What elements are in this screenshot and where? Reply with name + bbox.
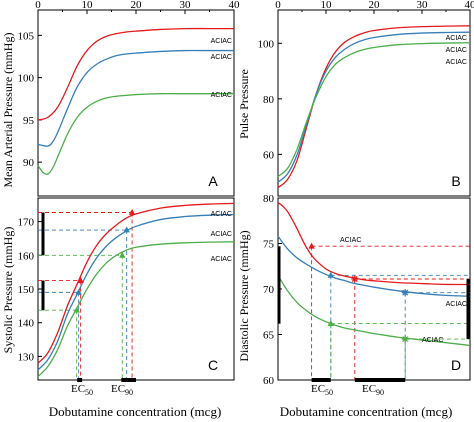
panel-a-legend-blue: ACIAC: [211, 54, 232, 61]
panel-a-xtick-label: 0: [35, 0, 41, 11]
panel-a-series-red: [37, 27, 234, 121]
panel-a-ytick-label: 105: [18, 30, 35, 42]
panel-c-ec90-label: EC90: [111, 383, 133, 397]
panel-c-ytick-label: 130: [18, 351, 35, 363]
panel-b-letter: B: [451, 173, 460, 189]
panel-c-marker-blue: [75, 288, 82, 295]
panel-d-marker-green: [327, 319, 334, 326]
x-axis-label-right: Dobutamine concentration (mcg): [280, 404, 453, 419]
panel-a: Mean Arterial Pressure (mmHg) 9095100105…: [1, 0, 241, 197]
panel-d-legend-red: ACIAC: [340, 237, 361, 244]
panel-b-series-red: [277, 25, 471, 189]
panel-c-marker-green: [73, 306, 80, 313]
panel-c-legend-green: ACIAC: [211, 256, 232, 263]
panel-d-series-red: [277, 202, 471, 286]
panel-d-letter: D: [451, 357, 461, 373]
panel-c-marker-blue: [123, 226, 130, 233]
panel-d-marker-blue: [327, 271, 334, 278]
panel-a-legend-green: ACIAC: [211, 92, 232, 99]
panel-c-ytick-label: 150: [18, 284, 35, 296]
panel-c-plot: 130 140 150 160 170: [18, 197, 235, 382]
panel-c-marker-red: [128, 208, 136, 215]
panel-c-series-blue: [37, 213, 235, 371]
panel-c-series-green: [37, 241, 235, 378]
panel-d-ec90-label: EC90: [362, 383, 384, 397]
panel-c-letter: C: [208, 357, 218, 373]
panel-b-series-green: [277, 42, 471, 178]
panel-b-legend-red: ACIAC: [446, 35, 467, 42]
panel-d-marker-green: [401, 335, 409, 343]
panel-d: Diastolic Pressure (mmHg) 60 65 70 75 80 D A…: [237, 193, 471, 397]
panel-b-xtick-label: 20: [369, 0, 381, 11]
panel-b-ytick-label: 80: [263, 94, 275, 106]
panel-d-ytick-label: 60: [263, 375, 275, 387]
panel-c-ec50-label: EC50: [71, 383, 93, 397]
panel-a-ytick-label: 95: [23, 115, 35, 127]
panel-b-ylabel: Pulse Pressure: [237, 69, 251, 139]
panel-a-xtick-label: 10: [82, 0, 94, 11]
panel-c-ylabel: Systolic Pressure (mmHg): [1, 227, 15, 354]
panel-c-ytick-label: 170: [18, 217, 35, 229]
panel-d-marker-blue: [401, 289, 409, 297]
panel-b-ytick-label: 100: [258, 38, 275, 50]
panel-a-ytick-label: 90: [23, 157, 35, 169]
panel-d-legend-blue: ACIAC: [446, 301, 467, 308]
panel-d-marker-red: [308, 242, 315, 249]
panel-c-frame: [37, 197, 235, 381]
panel-b-ytick-label: 60: [263, 149, 275, 161]
panel-d-ytick-label: 70: [263, 284, 275, 296]
panel-d-frame: [277, 197, 471, 381]
panel-c: Systolic Pressure (mmHg) 130 140 150 160 170…: [1, 197, 235, 397]
panel-a-letter: A: [208, 173, 218, 189]
panel-c-legend-blue: ACIAC: [211, 231, 232, 238]
panel-c-marker-green: [119, 251, 126, 258]
panel-a-xtick-label: 20: [131, 0, 143, 11]
panel-d-ytick-label: 75: [263, 239, 275, 251]
panel-a-xtick-label: 40: [229, 0, 241, 11]
panel-c-marker-red: [77, 276, 84, 283]
panel-d-series-blue: [277, 235, 471, 297]
panel-d-legend-green: ACIAC: [422, 337, 443, 344]
panel-b-xtick-label: 40: [465, 0, 474, 11]
panel-b-legend-green: ACIAC: [446, 59, 467, 66]
panel-a-ylabel: Mean Arterial Pressure (mmHg): [1, 33, 15, 188]
panel-d-ytick-label: 80: [263, 193, 275, 205]
panel-d-series-green: [277, 275, 471, 347]
panel-d-ylabel: Diastolic Pressure (mmHg): [237, 230, 251, 361]
panel-d-ec50-label: EC50: [311, 383, 333, 397]
panel-b-series-blue: [277, 31, 471, 183]
panel-a-ytick-label: 100: [18, 73, 35, 85]
panel-a-legend-red: ACIAC: [211, 38, 232, 45]
panel-b-plot: 60 80 100 0 10 20 30 40: [258, 0, 474, 197]
panel-d-marker-red: [351, 275, 359, 283]
panel-a-plot: 90 95 100 105 0 10 20 30 40: [18, 0, 241, 197]
panel-c-legend-red: ACIAC: [211, 211, 232, 218]
panel-c-ytick-label: 140: [18, 318, 35, 330]
x-axis-label-left: Dobutamine concentration (mcg): [49, 404, 222, 419]
panel-b-xtick-label: 30: [417, 0, 429, 11]
panel-a-xtick-label: 30: [180, 0, 192, 11]
panel-a-frame: [37, 9, 235, 197]
panel-d-plot: 60 65 70 75 80: [263, 193, 471, 387]
panel-a-series-blue: [37, 49, 234, 147]
panel-d-ytick-label: 65: [263, 330, 275, 342]
panel-b-xtick-label: 10: [321, 0, 333, 11]
panel-c-series-red: [37, 202, 235, 364]
panel-b-xtick-label: 0: [275, 0, 281, 11]
panel-c-ytick-label: 160: [18, 250, 35, 262]
panel-b-legend-blue: ACIAC: [446, 47, 467, 54]
panel-a-series-green: [37, 92, 234, 175]
